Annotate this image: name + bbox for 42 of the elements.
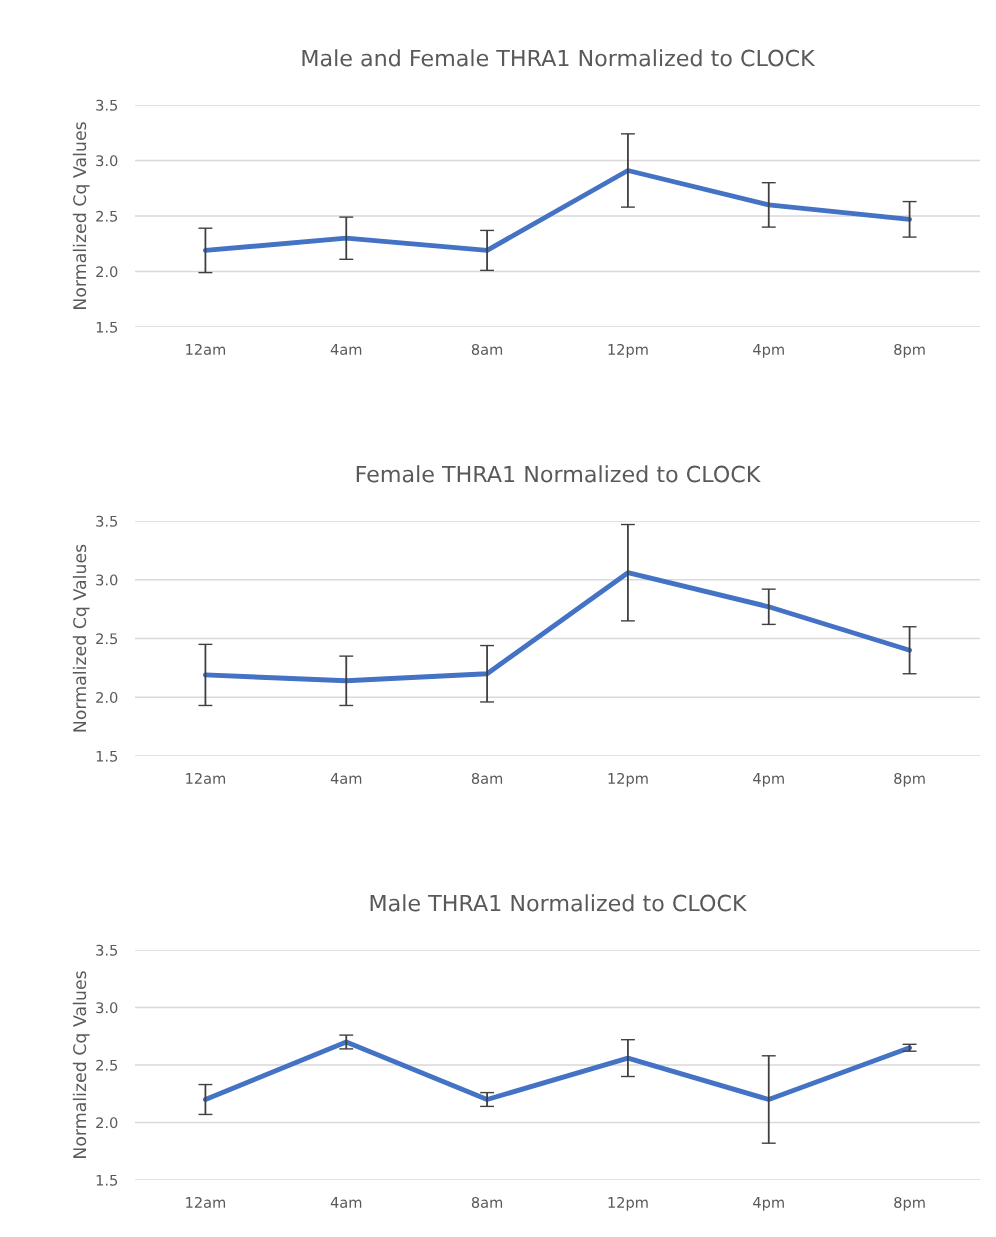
y-tick-label: 3.5 (96, 944, 118, 956)
y-tick-label: 2.0 (96, 691, 118, 703)
y-tick-label: 3.0 (96, 155, 118, 167)
y-tick-label: 1.5 (96, 1174, 118, 1186)
x-tick-label: 8pm (894, 772, 925, 787)
x-tick-label: 8pm (894, 1196, 925, 1211)
x-tick-label: 8am (471, 343, 503, 355)
x-tick-label: 4am (330, 773, 362, 784)
line-series (202, 168, 913, 253)
y-tick-label: 3.5 (96, 515, 118, 527)
y-tick-label: 3.5 (96, 99, 118, 111)
x-tick-label: 12pm (608, 772, 648, 787)
line-series (202, 1039, 913, 1102)
y-axis-title: Normalized Cq Values (72, 122, 90, 309)
y-tick-label: 2.5 (96, 633, 118, 645)
line-series (202, 570, 913, 684)
x-tick-label: 8pm (894, 343, 925, 358)
x-tick-label: 12am (186, 343, 226, 355)
y-tick-label: 1.5 (96, 750, 118, 762)
x-tick-label: 12am (186, 1196, 226, 1208)
y-tick-label: 3.0 (96, 1002, 118, 1014)
chart-title: Female THRA1 Normalized to CLOCK (356, 465, 761, 483)
y-tick-label: 2.5 (96, 210, 118, 222)
x-tick-label: 12pm (608, 343, 648, 358)
y-tick-label: 1.5 (96, 321, 118, 333)
x-tick-label: 4am (330, 344, 362, 355)
y-axis-title: Normalized Cq Values (72, 971, 90, 1158)
x-tick-label: 12pm (608, 1196, 648, 1211)
x-tick-label: 8am (471, 772, 503, 784)
chart-title: Male and Female THRA1 Normalized to CLOCK (302, 49, 816, 67)
y-axis-title: Normalized Cq Values (72, 544, 90, 732)
x-tick-label: 4pm (753, 1197, 784, 1211)
y-tick-label: 2.0 (96, 266, 118, 278)
y-tick-label: 3.0 (96, 574, 118, 586)
x-tick-label: 4am (330, 1197, 362, 1208)
x-tick-label: 4pm (753, 773, 784, 787)
x-tick-label: 4pm (753, 344, 784, 358)
x-tick-label: 12am (186, 772, 226, 784)
chart-title: Male THRA1 Normalized to CLOCK (370, 894, 747, 912)
y-tick-label: 2.5 (96, 1059, 118, 1071)
x-tick-label: 8am (471, 1196, 503, 1208)
y-tick-label: 2.0 (96, 1117, 118, 1129)
